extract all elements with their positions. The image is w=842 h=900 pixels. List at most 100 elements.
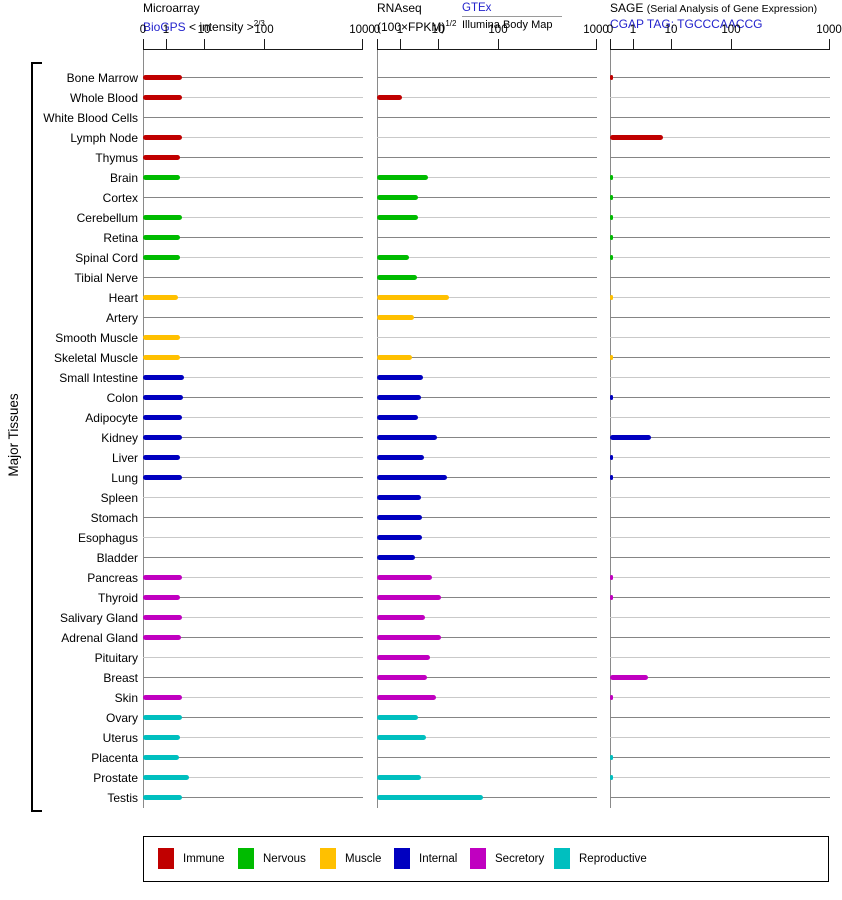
chart-row <box>377 668 597 688</box>
tissue-label: Ovary <box>105 711 138 725</box>
chart-row <box>610 68 830 88</box>
row-gridline <box>143 317 363 318</box>
legend-swatch-immune <box>158 848 174 869</box>
row-gridline <box>143 257 363 258</box>
expression-bar-rnaseq <box>377 775 421 780</box>
expression-bar-microarray <box>143 595 180 600</box>
chart-row <box>143 388 363 408</box>
row-gridline <box>143 237 363 238</box>
legend: Immune Nervous Muscle Internal Secretory Repr… <box>143 836 829 882</box>
axis-tick-label: 100 <box>721 24 741 36</box>
row-gridline <box>377 717 597 718</box>
axis-tick-label: 10 <box>197 24 211 36</box>
chart-row <box>377 568 597 588</box>
row-gridline <box>377 597 597 598</box>
row-gridline <box>143 797 363 798</box>
chart-row <box>143 428 363 448</box>
row-gridline <box>610 417 830 418</box>
tissue-label: Tibial Nerve <box>74 271 138 285</box>
expression-bar-rnaseq <box>377 635 441 640</box>
expression-bar-microarray <box>143 615 182 620</box>
expression-bar-sage <box>610 775 613 780</box>
expression-bar-microarray <box>143 715 182 720</box>
chart-row <box>610 768 830 788</box>
row-gridline <box>377 397 597 398</box>
expression-bar-rnaseq <box>377 255 409 260</box>
tissue-label: Thyroid <box>97 591 138 605</box>
row-gridline <box>377 737 597 738</box>
expression-bar-microarray <box>143 335 180 340</box>
axis-tick-label: 0 <box>373 24 381 36</box>
expression-bar-sage <box>610 195 613 200</box>
row-gridline <box>377 497 597 498</box>
row-gridline <box>143 197 363 198</box>
row-gridline <box>143 697 363 698</box>
chart-row <box>143 328 363 348</box>
row-gridline <box>377 457 597 458</box>
tissue-label: Heart <box>108 291 138 305</box>
chart-row <box>143 688 363 708</box>
chart-row <box>610 688 830 708</box>
expression-bar-rnaseq <box>377 675 427 680</box>
row-gridline <box>610 577 830 578</box>
cgap-link[interactable]: CGAP <box>610 17 644 31</box>
axis-tick <box>166 39 167 49</box>
chart-row <box>610 488 830 508</box>
chart-row <box>610 448 830 468</box>
tissue-label: Artery <box>105 311 138 325</box>
chart-row <box>377 788 597 808</box>
chart-row <box>610 348 830 368</box>
rnaseq-axis: 0 1 10 100 1000 <box>374 24 609 50</box>
tissue-label: Colon <box>106 391 138 405</box>
axis-tick <box>633 39 634 49</box>
chart-row <box>143 88 363 108</box>
expression-bar-sage <box>610 175 613 180</box>
legend-swatch-muscle <box>320 848 336 869</box>
tissue-label: Uterus <box>102 731 138 745</box>
row-gridline <box>377 257 597 258</box>
chart-row <box>610 148 830 168</box>
chart-row <box>143 148 363 168</box>
tissue-label: Adrenal Gland <box>61 631 138 645</box>
expression-bar-sage <box>610 675 648 680</box>
row-gridline <box>143 637 363 638</box>
chart-row <box>143 548 363 568</box>
gtex-link[interactable]: GTEx <box>462 2 492 14</box>
tissue-label: Stomach <box>90 511 138 525</box>
row-gridline <box>377 97 597 98</box>
axis-tick-label: 1 <box>396 24 404 36</box>
row-gridline <box>610 177 830 178</box>
row-gridline <box>143 217 363 218</box>
chart-row <box>610 128 830 148</box>
row-gridline <box>610 197 830 198</box>
row-gridline <box>377 757 597 758</box>
chart-row <box>377 308 597 328</box>
row-gridline <box>610 297 830 298</box>
tissue-label: Whole Blood <box>69 91 138 105</box>
row-gridline <box>610 157 830 158</box>
chart-row <box>143 228 363 248</box>
row-gridline <box>377 137 597 138</box>
tissue-label: Kidney <box>101 431 138 445</box>
chart-row <box>143 608 363 628</box>
row-gridline <box>143 617 363 618</box>
expression-bar-rnaseq <box>377 695 436 700</box>
axis-tick <box>264 39 265 49</box>
expression-bar-sage <box>610 215 613 220</box>
gtex-header: GTEx Illumina Body Map <box>462 2 562 32</box>
chart-row <box>377 728 597 748</box>
chart-row <box>377 228 597 248</box>
row-gridline <box>610 137 830 138</box>
row-gridline <box>610 217 830 218</box>
tissue-label: Cortex <box>102 191 138 205</box>
expression-bar-sage <box>610 395 613 400</box>
row-gridline <box>377 537 597 538</box>
biogps-link[interactable]: BioGPS <box>143 20 186 34</box>
chart-row <box>610 408 830 428</box>
axis-tick <box>143 39 144 49</box>
row-gridline <box>143 457 363 458</box>
row-gridline <box>143 397 363 398</box>
chart-row <box>610 468 830 488</box>
row-gridline <box>377 637 597 638</box>
